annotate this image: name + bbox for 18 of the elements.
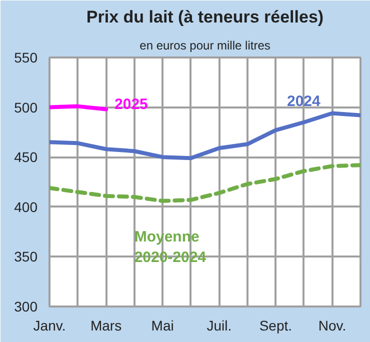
x-tick-label: Juil.	[206, 318, 232, 334]
y-tick-label: 400	[14, 198, 38, 215]
x-tick-label: Mai	[151, 318, 174, 334]
chart-subtitle: en euros pour mille litres	[140, 38, 270, 52]
y-tick-label: 450	[14, 149, 38, 166]
y-tick-label: 300	[14, 298, 38, 314]
x-tick-label: Nov.	[318, 318, 346, 334]
x-tick-label: Sept.	[259, 318, 292, 334]
x-tick-label: Janv.	[33, 318, 66, 334]
series-label: 2025	[114, 96, 148, 113]
line-series	[50, 111, 360, 160]
y-tick-label: 550	[14, 50, 38, 66]
text: Moyenne 2020-2024	[134, 228, 207, 266]
x-tick-label: Mars	[90, 318, 122, 334]
line-series	[50, 163, 360, 203]
y-tick-label: 350	[14, 248, 38, 265]
y-tick-label: 500	[14, 99, 38, 116]
chart-title: Prix du lait (à teneurs réelles)	[86, 8, 324, 26]
